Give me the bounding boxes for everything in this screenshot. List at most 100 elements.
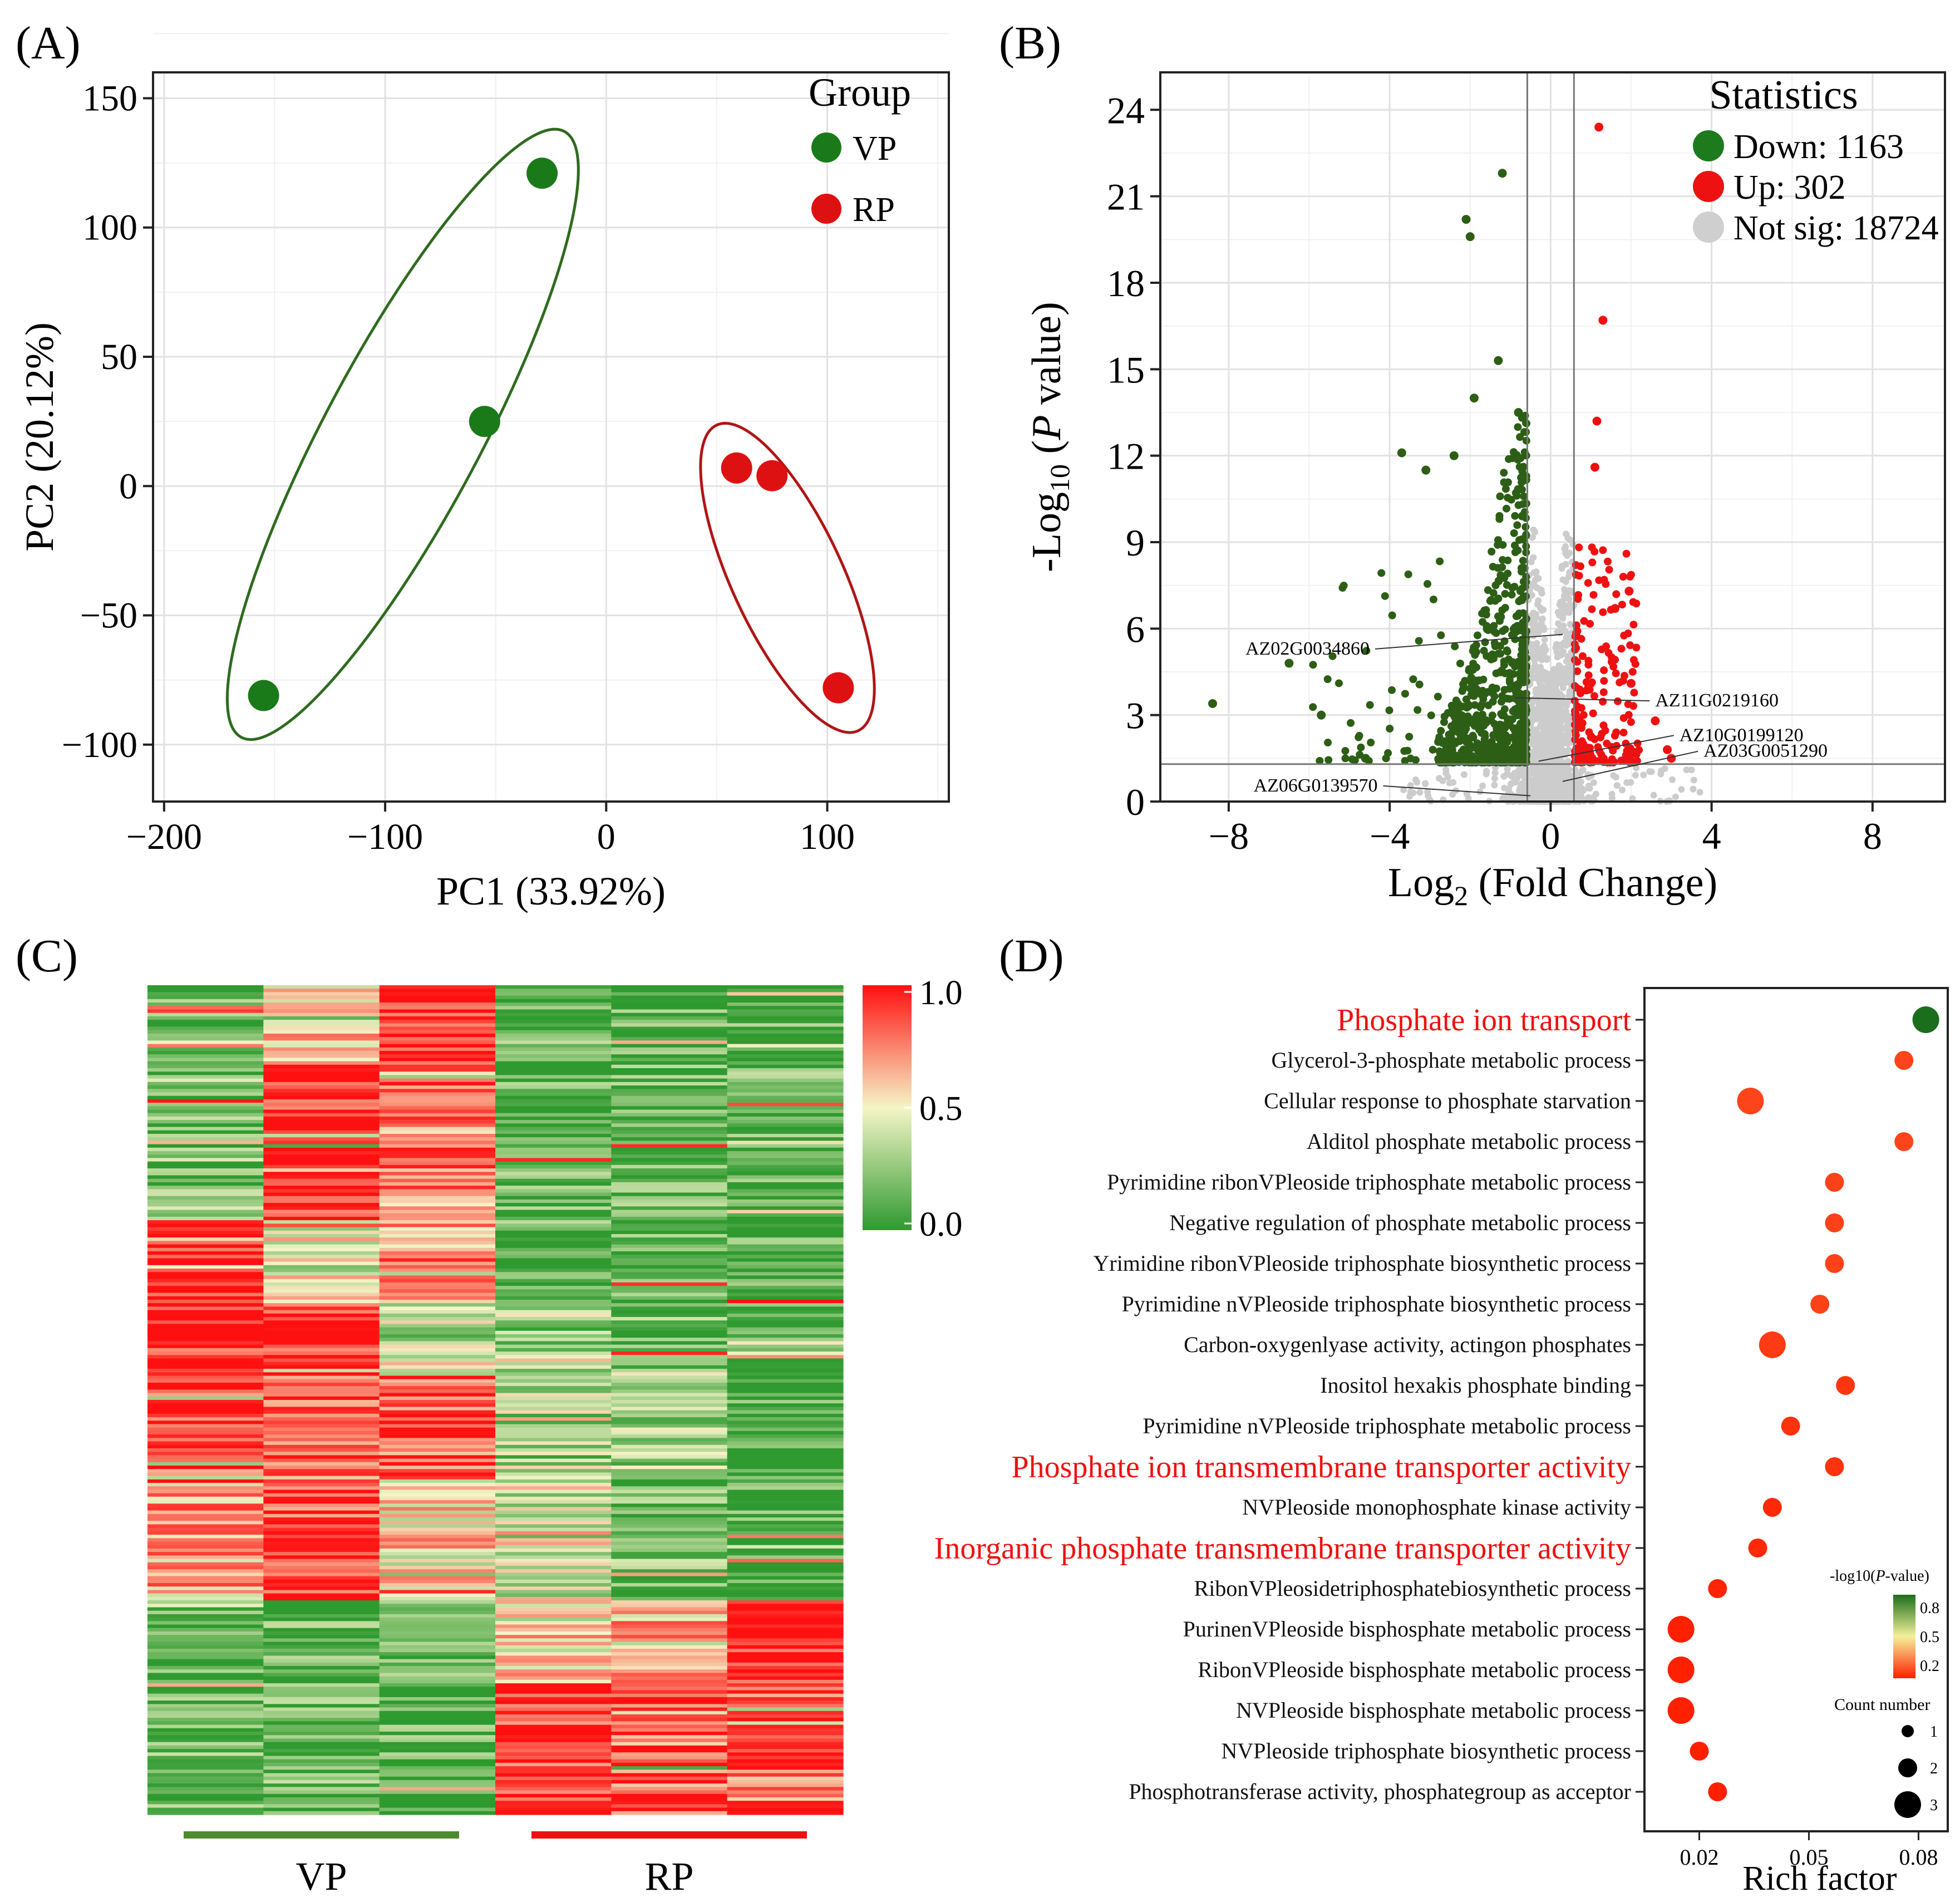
heatmap-cell (611, 1203, 728, 1207)
heatmap-cell (147, 1462, 264, 1466)
heatmap-cell (263, 1372, 380, 1377)
heatmap-cell (147, 1296, 264, 1300)
heatmap-cell (727, 1738, 844, 1743)
volcano-point-ns (1546, 789, 1553, 797)
volcano-point-ns (1683, 766, 1690, 773)
volcano-point-down (1438, 739, 1446, 747)
heatmap-cell (727, 1476, 844, 1480)
volcano-point-down (1461, 215, 1471, 224)
heatmap-cell (611, 1192, 728, 1197)
volcano-point-down (1491, 752, 1500, 760)
heatmap-cell (147, 1776, 264, 1781)
heatmap-cell (263, 1396, 380, 1400)
heatmap-cell (611, 1393, 728, 1397)
heatmap-cell (495, 1172, 612, 1176)
heatmap-cell (263, 1292, 380, 1297)
heatmap-cell (495, 1527, 612, 1532)
heatmap-cell (495, 1521, 612, 1525)
volcano-point-down (1479, 689, 1488, 697)
heatmap-cell (263, 1500, 380, 1504)
heatmap-cell (379, 1265, 496, 1269)
heatmap-cell (379, 1690, 496, 1694)
pca-legend-swatch-rp (811, 194, 841, 224)
heatmap-cell (727, 1382, 844, 1387)
volcano-point-ns (1539, 649, 1546, 656)
heatmap-cell (611, 1655, 728, 1660)
volcano-gene-annotations: AZ02G0034860AZ11G0219160AZ10G0199120AZ03… (1245, 633, 1828, 797)
heatmap-cell (263, 1535, 380, 1539)
heatmap-cell (147, 1133, 264, 1138)
heatmap-cell (495, 1417, 612, 1421)
heatmap-cell (379, 1213, 496, 1217)
heatmap-cell (611, 1113, 728, 1117)
heatmap-cell (495, 1158, 612, 1162)
heatmap-cell (147, 1269, 264, 1272)
heatmap-cell (147, 1441, 264, 1446)
heatmap-cell (611, 1258, 728, 1262)
heatmap-cell (147, 1666, 264, 1670)
heatmap-cell (147, 1099, 264, 1103)
volcano-point-up (1612, 669, 1620, 677)
heatmap-cell (611, 1400, 728, 1404)
heatmap-cell (495, 1130, 612, 1134)
heatmap-cell (379, 1400, 496, 1404)
heatmap-cell (379, 1579, 496, 1584)
heatmap-cell (495, 1483, 612, 1487)
heatmap-cell (611, 1047, 728, 1051)
enrichment-point (1737, 1088, 1764, 1114)
enrichment-term-label: NVPleoside triphosphate biosynthetic pro… (1221, 1738, 1631, 1763)
heatmap-cell (727, 1286, 844, 1290)
heatmap-cell (379, 1199, 496, 1203)
heatmap-cell (263, 1790, 380, 1795)
enrichment-point (1825, 1254, 1844, 1273)
heatmap-cell (379, 1666, 496, 1670)
volcano-point-up (1588, 543, 1596, 552)
volcano-point-down (1515, 463, 1524, 471)
heatmap-cell (727, 1638, 844, 1643)
volcano-point-ns (1537, 715, 1544, 722)
volcano-point-ns (1627, 779, 1634, 786)
volcano-point-ns (1540, 623, 1547, 631)
heatmap-cell (495, 1566, 612, 1570)
volcano-point-ns (1531, 789, 1539, 797)
volcano-point-ns (1449, 791, 1456, 798)
heatmap-cell (147, 1020, 264, 1024)
heatmap-cell (263, 1261, 380, 1266)
heatmap-cell (611, 1452, 728, 1456)
heatmap-cell (727, 1265, 844, 1269)
heatmap-cell (379, 1424, 496, 1428)
heatmap-cell (495, 1732, 612, 1736)
heatmap-cell (379, 1441, 496, 1446)
heatmap-cell (263, 1655, 380, 1660)
heatmap-cell (379, 1417, 496, 1421)
heatmap-cell (495, 1448, 612, 1452)
volcano-point-up (1584, 579, 1592, 587)
heatmap-cell (727, 1631, 844, 1635)
heatmap-cell (727, 1507, 844, 1511)
heatmap-cell (727, 1279, 844, 1283)
heatmap-cell (495, 1303, 612, 1307)
heatmap-cell (379, 1348, 496, 1352)
heatmap-cell (611, 1075, 728, 1079)
heatmap-cell (263, 1299, 380, 1304)
heatmap-cell (611, 1365, 728, 1369)
heatmap-cell (147, 1507, 264, 1511)
volcano-point-down (1470, 715, 1479, 723)
heatmap-cell (495, 1535, 612, 1539)
heatmap-cell (727, 1130, 844, 1134)
heatmap-cell (611, 1545, 728, 1549)
heatmap-cell (727, 1172, 844, 1176)
heatmap-cell (147, 1807, 264, 1812)
heatmap-cell (611, 1396, 728, 1400)
heatmap-cell (727, 1714, 844, 1718)
heatmap-cell (263, 1075, 380, 1079)
volcano-point-down (1513, 521, 1521, 529)
volcano-point-up (1631, 660, 1639, 668)
heatmap-cell (147, 1203, 264, 1207)
heatmap-cell (263, 1618, 380, 1621)
enrichment-term-label: Glycerol-3-phosphate metabolic process (1272, 1048, 1631, 1073)
volcano-point-down (1429, 595, 1437, 603)
heatmap-cell (611, 1172, 728, 1176)
heatmap-cell (263, 1058, 380, 1062)
heatmap-cell (495, 1410, 612, 1414)
